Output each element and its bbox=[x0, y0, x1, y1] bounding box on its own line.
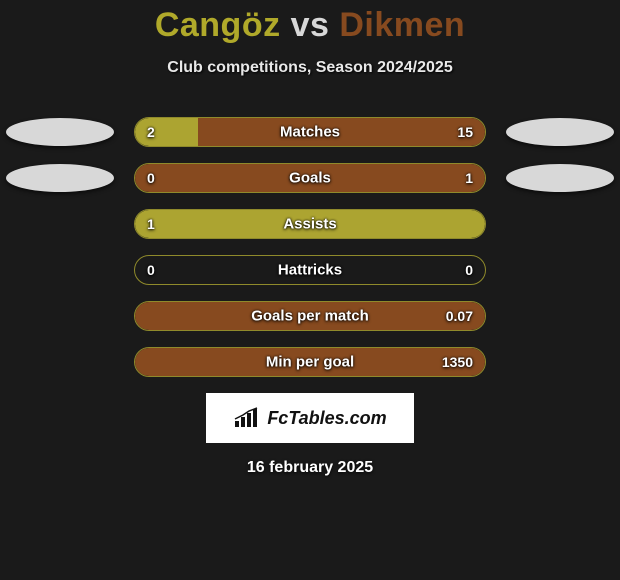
logo-text: FcTables.com bbox=[267, 408, 386, 429]
comparison-title: Cangöz vs Dikmen bbox=[0, 0, 620, 45]
stat-right-value: 1350 bbox=[442, 354, 473, 370]
stat-right-value: 1 bbox=[465, 170, 473, 186]
vs-text: vs bbox=[291, 6, 330, 44]
stat-row: 0 1 Goals bbox=[0, 163, 620, 193]
bar-left-fill bbox=[135, 118, 198, 146]
stats-container: 2 15 Matches 0 1 Goals 1 Assists 0 0 Hattricks 0.07… bbox=[0, 117, 620, 377]
player1-name: Cangöz bbox=[155, 6, 281, 44]
stat-bar: 0 1 Goals bbox=[134, 163, 486, 193]
stat-bar: 0.07 Goals per match bbox=[134, 301, 486, 331]
stat-row: 1350 Min per goal bbox=[0, 347, 620, 377]
stat-row: 1 Assists bbox=[0, 209, 620, 239]
stat-right-value: 0 bbox=[465, 262, 473, 278]
stat-bar: 1 Assists bbox=[134, 209, 486, 239]
logo-box: FcTables.com bbox=[206, 393, 414, 443]
stat-left-value: 1 bbox=[147, 216, 155, 232]
stat-bar: 0 0 Hattricks bbox=[134, 255, 486, 285]
stat-left-value: 2 bbox=[147, 124, 155, 140]
stat-row: 0.07 Goals per match bbox=[0, 301, 620, 331]
stat-label: Min per goal bbox=[266, 354, 354, 371]
chart-icon bbox=[233, 407, 261, 429]
stat-bar: 1350 Min per goal bbox=[134, 347, 486, 377]
stat-right-value: 15 bbox=[457, 124, 473, 140]
stat-label: Goals bbox=[289, 170, 331, 187]
stat-label: Assists bbox=[283, 216, 336, 233]
player2-marker bbox=[506, 118, 614, 146]
stat-left-value: 0 bbox=[147, 170, 155, 186]
subtitle: Club competitions, Season 2024/2025 bbox=[0, 59, 620, 77]
stat-label: Matches bbox=[280, 124, 340, 141]
stat-label: Goals per match bbox=[251, 308, 369, 325]
bar-right-fill bbox=[198, 118, 485, 146]
player1-marker bbox=[6, 164, 114, 192]
stat-label: Hattricks bbox=[278, 262, 342, 279]
player1-marker bbox=[6, 118, 114, 146]
stat-row: 0 0 Hattricks bbox=[0, 255, 620, 285]
player2-name: Dikmen bbox=[339, 6, 465, 44]
player2-marker bbox=[506, 164, 614, 192]
date-text: 16 february 2025 bbox=[0, 459, 620, 477]
stat-row: 2 15 Matches bbox=[0, 117, 620, 147]
stat-bar: 2 15 Matches bbox=[134, 117, 486, 147]
stat-left-value: 0 bbox=[147, 262, 155, 278]
stat-right-value: 0.07 bbox=[446, 308, 473, 324]
